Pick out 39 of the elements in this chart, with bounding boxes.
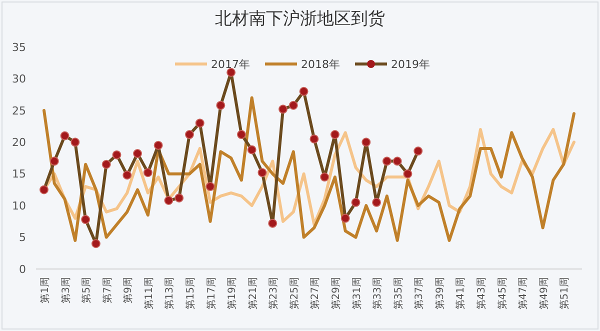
y-tick-label: 30 xyxy=(12,72,26,86)
x-tick-label: 第3周 xyxy=(60,277,72,304)
y-tick-label: 10 xyxy=(12,199,26,212)
legend-label: 2018年 xyxy=(301,58,340,71)
x-tick-label: 第41周 xyxy=(454,277,467,310)
x-tick-label: 第15周 xyxy=(184,277,196,310)
x-tick-label: 第31周 xyxy=(350,277,363,310)
legend-label: 2019年 xyxy=(391,58,430,71)
line-series xyxy=(42,96,576,242)
x-tick-label: 第45周 xyxy=(496,277,508,310)
x-tick-label: 第37周 xyxy=(413,277,426,310)
x-tick-label: 第35周 xyxy=(392,277,404,310)
x-tick-label: 第51周 xyxy=(558,277,571,310)
legend-label: 2017年 xyxy=(211,58,250,71)
x-tick-label: 第7周 xyxy=(101,277,114,304)
y-tick-label: 15 xyxy=(12,168,26,181)
x-tick-label: 第49周 xyxy=(538,277,550,310)
y-tick-label: 20 xyxy=(12,136,26,149)
chart-title: 北材南下沪浙地区到货 xyxy=(215,9,385,29)
x-tick-label: 第19周 xyxy=(226,277,238,310)
x-tick-label: 第47周 xyxy=(517,277,530,310)
x-tick-label: 第17周 xyxy=(205,277,218,310)
x-tick-label: 第27周 xyxy=(309,277,322,310)
x-tick-label: 第43周 xyxy=(475,277,488,310)
x-tick-label: 第33周 xyxy=(372,277,384,310)
x-tick-label: 第5周 xyxy=(80,277,93,304)
x-tick-label: 第13周 xyxy=(164,277,176,310)
y-tick-label: 35 xyxy=(12,40,26,54)
x-tick-label: 第39周 xyxy=(434,277,446,310)
x-tick-label: 第9周 xyxy=(122,277,134,304)
x-tick-label: 第25周 xyxy=(288,277,300,310)
y-tick-label: 25 xyxy=(12,104,26,118)
y-tick-label: 5 xyxy=(19,231,26,244)
x-tick-label: 第21周 xyxy=(246,277,259,310)
x-tick-label: 第11周 xyxy=(142,277,155,310)
x-tick-label: 第29周 xyxy=(330,277,342,310)
x-tick-label: 第23周 xyxy=(268,277,280,310)
x-tick-label: 第1周 xyxy=(39,277,51,304)
y-tick-label: 0 xyxy=(19,262,26,276)
